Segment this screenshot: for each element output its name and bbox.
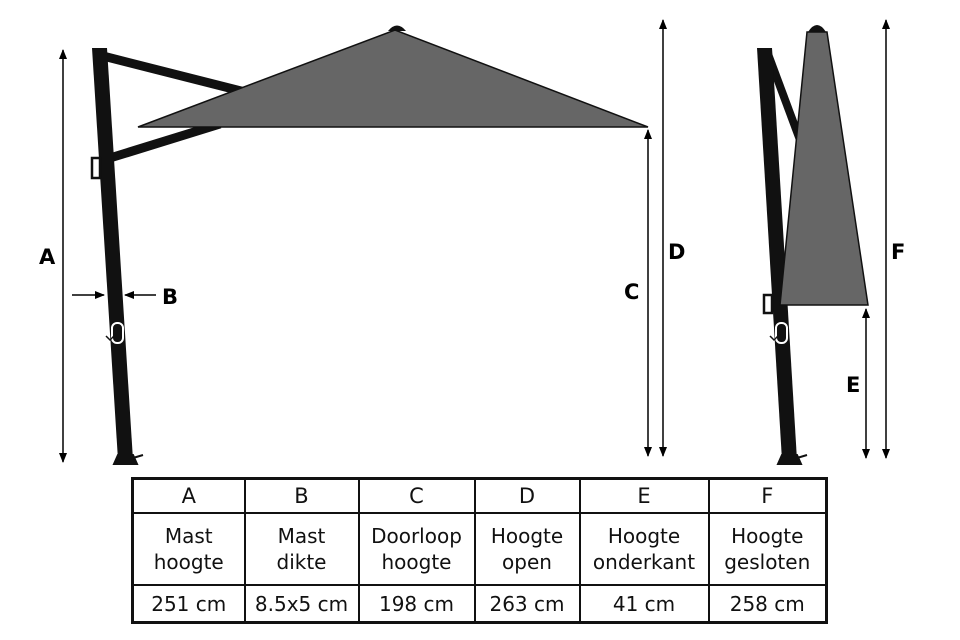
- cell-value: 41 cm: [578, 584, 710, 624]
- cell-value: 251 cm: [131, 584, 246, 624]
- closed-parasol: [757, 25, 869, 465]
- mast-base: [112, 454, 144, 465]
- label-f: F: [891, 240, 905, 264]
- cell-letter: F: [707, 477, 828, 514]
- desc-line: hoogte: [153, 550, 224, 574]
- desc-line: dikte: [276, 550, 327, 574]
- cell-description: Hoogte open: [473, 512, 581, 586]
- letter-row: A B C D E F: [131, 477, 828, 514]
- desc-line: Doorloop: [371, 524, 462, 548]
- desc-line: gesloten: [724, 550, 811, 574]
- canopy-open: [137, 29, 649, 128]
- desc-line: Hoogte: [490, 524, 564, 548]
- desc-line: Hoogte: [731, 524, 804, 548]
- label-d: D: [668, 240, 685, 264]
- lower-arm: [108, 119, 222, 163]
- closed-mast-base: [776, 454, 808, 465]
- open-parasol: [90, 25, 649, 465]
- closed-crank-handle: [775, 322, 788, 344]
- crank-hook: [105, 333, 117, 342]
- label-b: B: [162, 285, 178, 309]
- cell-value: 263 cm: [473, 584, 581, 624]
- cell-description: Mast dikte: [243, 512, 360, 586]
- cell-letter: D: [473, 477, 581, 514]
- closed-arm: [764, 52, 804, 142]
- closed-crank-hook: [769, 333, 781, 342]
- description-row: Mast hoogte Mast dikte Doorloop hoogte Hoog…: [131, 512, 828, 586]
- upper-arm: [101, 51, 247, 97]
- cell-letter: B: [243, 477, 360, 514]
- cell-letter: C: [357, 477, 476, 514]
- canopy-closed: [779, 31, 869, 306]
- label-a: A: [39, 245, 56, 269]
- cell-value: 8.5x5 cm: [243, 584, 360, 624]
- desc-line: onderkant: [592, 550, 696, 574]
- cell-description: Mast hoogte: [131, 512, 246, 586]
- closed-bracket: [762, 293, 774, 315]
- closed-canopy-top: [808, 25, 826, 32]
- mast: [92, 48, 133, 460]
- value-row: 251 cm 8.5x5 cm 198 cm 263 cm 41 cm 258 …: [131, 584, 828, 624]
- desc-line: open: [502, 550, 552, 574]
- cell-description: Hoogte onderkant: [578, 512, 710, 586]
- desc-line: Mast: [164, 524, 213, 548]
- label-c: C: [624, 280, 639, 304]
- cell-value: 198 cm: [357, 584, 476, 624]
- closed-mast: [757, 48, 797, 460]
- label-e: E: [846, 373, 860, 397]
- desc-line: Mast: [277, 524, 326, 548]
- desc-line: hoogte: [381, 550, 452, 574]
- crank-handle: [111, 322, 124, 344]
- desc-line: Hoogte: [607, 524, 681, 548]
- canopy-top: [388, 25, 406, 31]
- cell-description: Doorloop hoogte: [357, 512, 476, 586]
- cell-value: 258 cm: [707, 584, 828, 624]
- cell-letter: A: [131, 477, 246, 514]
- cell-description: Hoogte gesloten: [707, 512, 828, 586]
- parasol-diagram: A B C D E F: [39, 19, 905, 465]
- bracket: [90, 156, 102, 180]
- cell-letter: E: [578, 477, 710, 514]
- dimensions-table: A B C D E F Mast hoogte Mast dikte Doorloo…: [131, 477, 828, 624]
